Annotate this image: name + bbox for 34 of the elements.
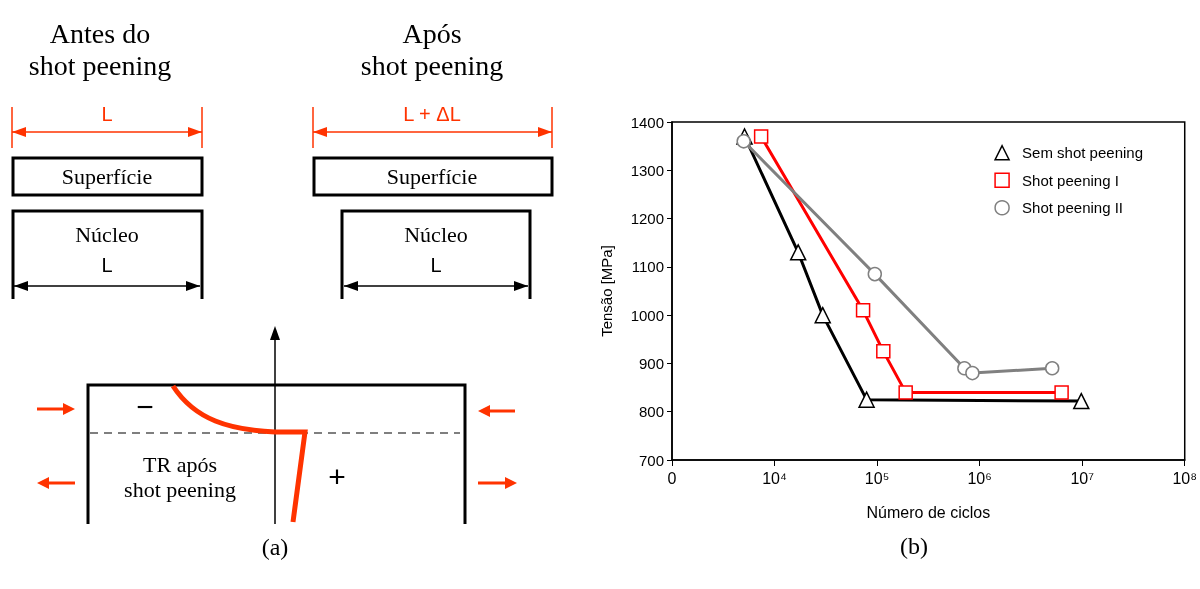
legend-label: Shot peening II [1022,199,1124,217]
x-tick-label: 0 [667,469,677,487]
x-tick-label: 10⁶ [967,469,992,487]
y-tick-label: 1300 [630,161,664,179]
x-tick-label: 10⁵ [864,469,890,487]
text: TR após shot peening [123,452,237,503]
y-tick-label: 1200 [630,210,664,228]
text: L [100,254,114,277]
x-tick-label: 10⁴ [762,469,788,487]
text: − [135,390,155,425]
y-tick-label: 1400 [630,113,664,131]
y-axis-title: Tensão [MPa] [598,245,615,337]
legend-label: Shot peening I [1022,171,1119,189]
text: L [429,254,443,277]
text: Superfície [385,164,479,190]
x-tick-label: 10⁸ [1172,469,1197,487]
text: (a) [260,534,290,562]
text: + [327,460,347,495]
text: Antes do shot peening [27,18,173,83]
y-tick-label: 1100 [631,258,664,276]
text: L [100,103,114,126]
text: Núcleo [74,222,140,248]
y-tick-label: 900 [638,354,664,372]
y-tick-label: 800 [638,403,664,421]
text: Núcleo [403,222,469,248]
text: L + ΔL [402,103,462,126]
y-tick-label: 1000 [630,306,664,324]
x-axis-title: Número de ciclos [866,503,991,521]
x-tick-label: 10⁷ [1070,469,1095,487]
text: (b) [900,533,928,559]
legend-label: Sem shot peening [1022,144,1144,162]
y-tick-label: 700 [638,451,664,469]
text: Após shot peening [359,18,505,83]
text: Superfície [60,164,154,190]
